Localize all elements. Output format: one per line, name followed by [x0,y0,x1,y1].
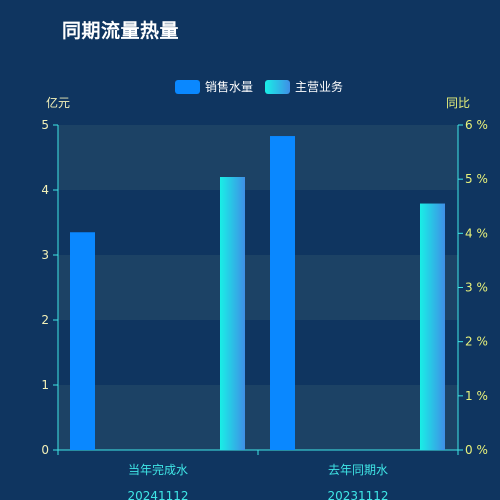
bar-main-business [420,203,445,450]
y-right-tick-label: 0 % [465,443,488,457]
y-right-axis-title: 同比 [446,96,470,110]
y-left-tick-label: 4 [41,183,49,197]
y-left-tick-label: 1 [41,378,49,392]
grid-band [58,125,458,190]
y-left-tick-label: 0 [41,443,49,457]
y-right-tick-label: 6 % [465,118,488,132]
y-left-axis-title: 亿元 [46,95,70,110]
y-right-tick-label: 5 % [465,172,488,186]
bar-sales-volume [270,136,295,451]
bar-sales-volume [70,232,95,450]
y-right-tick-label: 4 % [465,226,488,240]
legend-swatch [265,80,290,94]
y-right-tick-label: 3 % [465,281,488,295]
y-right-tick-label: 1 % [465,389,488,403]
grid-band [58,255,458,320]
legend-label: 销售水量 [205,79,253,94]
y-left-tick-label: 5 [41,118,49,132]
y-left-tick-label: 3 [41,248,49,262]
grid-bands [58,125,458,450]
bar-main-business [220,177,245,450]
x-category-label: 当年完成水 [128,462,188,477]
y-right-tick-label: 2 % [465,335,488,349]
y-left-tick-label: 2 [41,313,49,327]
legend-label: 主营业务 [295,79,343,94]
legend: 销售水量 主营业务 [175,79,343,94]
x-category-label: 去年同期水 [328,463,388,477]
x-category-label: 20241112 [127,489,188,500]
bars [70,136,445,451]
chart-title: 同期流量热量 [62,20,180,42]
grid-band [58,385,458,450]
legend-swatch [175,80,200,94]
x-category-label: 20231112 [327,489,388,500]
